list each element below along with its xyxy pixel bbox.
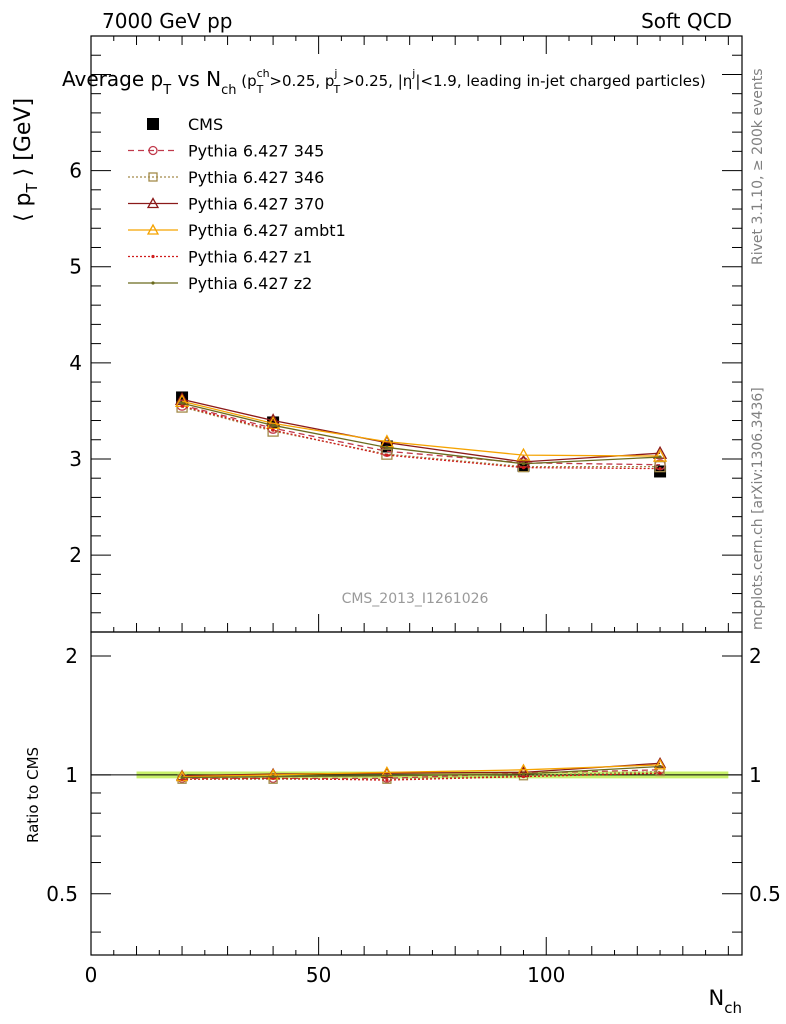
title-sub-a: T: [162, 83, 171, 98]
data-point: [385, 778, 389, 782]
header-right: Soft QCD: [641, 9, 732, 33]
rivet-label: Rivet 3.1.10, ≥ 200k events: [750, 68, 766, 265]
main-series-layer: [174, 391, 668, 478]
data-point: [146, 197, 160, 209]
ratio-y-tick-label: 2: [65, 644, 78, 668]
series-pythia-6-427-346: [176, 401, 666, 473]
title-main-a: Average p: [62, 67, 163, 91]
ratio-line: [182, 762, 661, 777]
y-tick-label: 6: [69, 159, 82, 183]
ratio-y-tick-label-right: 1: [749, 763, 762, 787]
data-point: [180, 775, 184, 780]
legend-label: Pythia 6.427 z1: [188, 248, 312, 267]
legend-entry-pythia-6-427-z2: Pythia 6.427 z2: [128, 274, 312, 293]
data-point: [521, 466, 526, 470]
title-cond-sub1: T: [256, 83, 264, 96]
ratio-series-pythia-6-427-z2: [180, 764, 662, 780]
ratio-ylabel: Ratio to CMS: [24, 747, 42, 843]
y-tick-label: 3: [69, 447, 82, 471]
title-cond-sup2: j: [333, 67, 337, 80]
y-tick-label: 5: [69, 255, 82, 279]
legend-label: Pythia 6.427 z2: [188, 274, 312, 293]
legend-entry-pythia-6-427-370: Pythia 6.427 370: [128, 195, 324, 214]
title-cond-end: |<1.9, leading in-jet charged particles): [415, 72, 705, 90]
legend: CMS Pythia 6.427 345 Pythia 6.427 346 Pythi…: [128, 115, 346, 293]
data-point: [151, 254, 155, 259]
data-point: [521, 772, 526, 776]
data-point: [271, 775, 275, 779]
series-cms: [176, 391, 667, 478]
data-point: [658, 466, 662, 471]
header-left: 7000 GeV pp: [102, 9, 233, 33]
data-point: [652, 448, 668, 462]
x-tick-label: 50: [306, 963, 331, 987]
data-point: [385, 445, 389, 450]
data-point: [271, 423, 275, 427]
ratio-y-tick-label: 0.5: [46, 882, 78, 906]
series-pythia-6-427-345: [176, 399, 666, 471]
analysis-watermark: CMS_2013_I1261026: [342, 591, 489, 607]
series-line: [181, 404, 661, 466]
ratio-y-tick-label: 1: [65, 763, 78, 787]
data-point: [385, 774, 389, 778]
data-point: [516, 447, 531, 461]
data-point: [148, 172, 158, 182]
series-line: [181, 405, 661, 470]
data-point: [151, 281, 155, 285]
x-axis-label: Nch: [709, 986, 742, 1017]
title-cond-sup3: j: [411, 67, 415, 80]
legend-label: Pythia 6.427 345: [188, 142, 324, 161]
legend-label: Pythia 6.427 370: [188, 195, 324, 214]
data-point: [271, 428, 275, 432]
mcplots-label: mcplots.cern.ch [arXiv:1306.3436]: [750, 387, 766, 630]
data-point: [658, 455, 662, 459]
title-cond-sup1: ch: [257, 67, 270, 80]
data-point: [147, 118, 159, 130]
ratio-series-layer: [91, 756, 742, 784]
legend-entry-pythia-6-427-z1: Pythia 6.427 z1: [128, 248, 312, 267]
data-point: [148, 145, 158, 156]
legend-label: Pythia 6.427 346: [188, 168, 324, 187]
series-pythia-6-427-z1: [180, 404, 662, 471]
y-tick-label: 4: [69, 351, 82, 375]
y-tick-label: 2: [69, 543, 82, 567]
series-line: [181, 398, 661, 463]
ratio-line: [182, 764, 661, 778]
data-point: [180, 404, 184, 408]
x-tick-label: 0: [85, 963, 98, 987]
legend-entry-pythia-6-427-346: Pythia 6.427 346: [128, 168, 324, 187]
title-main-b: vs N: [171, 67, 221, 91]
legend-label: Pythia 6.427 ambt1: [188, 221, 346, 240]
legend-label: CMS: [188, 115, 223, 134]
data-point: [521, 775, 526, 779]
legend-entry-cms: CMS: [147, 115, 223, 134]
data-point: [385, 453, 389, 457]
legend-entry-pythia-6-427-345: Pythia 6.427 345: [128, 142, 324, 161]
series-pythia-6-427-z2: [180, 401, 662, 466]
data-point: [266, 416, 281, 430]
x-tick-label: 100: [527, 963, 565, 987]
title-cond-mid2: >0.25, |η: [342, 72, 412, 90]
title-cond-sub2: T: [332, 83, 340, 96]
ratio-y-tick-label-right: 2: [749, 644, 762, 668]
data-point: [146, 223, 160, 235]
data-point: [653, 758, 667, 770]
title-cond-open: (p: [236, 72, 256, 90]
ratio-plot-frame: [90, 631, 743, 956]
title-cond-mid1: >0.25, p: [269, 72, 334, 90]
series-line: [181, 406, 661, 468]
plot-title: Average pT vs Nch (pch T >0.25, pj T >0.25, …: [62, 67, 706, 98]
data-point: [658, 764, 662, 769]
legend-entry-pythia-6-427-ambt1: Pythia 6.427 ambt1: [128, 221, 346, 240]
ratio-y-tick-label-right: 0.5: [749, 882, 781, 906]
title-sub-b: ch: [221, 83, 236, 98]
data-point: [658, 771, 662, 775]
data-point: [521, 462, 526, 466]
series-line: [181, 400, 661, 457]
data-point: [180, 401, 184, 405]
main-ylabel: ⟨ pT ⟩ [GeV]: [11, 98, 41, 222]
